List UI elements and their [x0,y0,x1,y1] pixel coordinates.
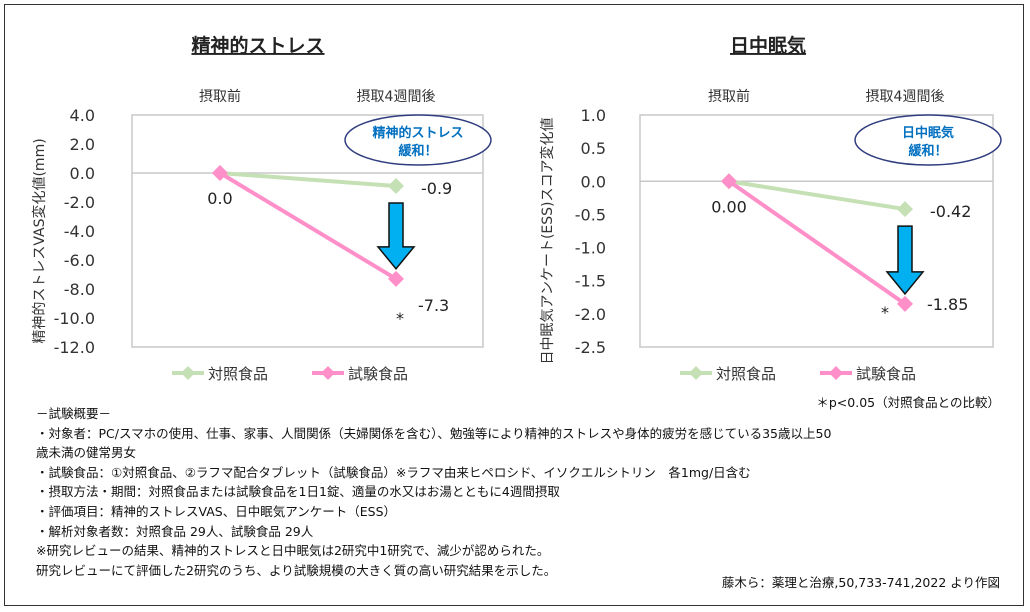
callout-text: 日中眠気 [902,125,954,141]
note-line: ・評価項目：精神的ストレスVAS、日中眠気アンケート（ESS） [36,503,397,519]
pvalue-note: ＊p<0.05（対照食品との比較） [816,395,1000,410]
data-label: -0.9 [421,179,452,198]
y-tick-label: -2.5 [575,338,606,357]
data-label: -1.85 [927,295,968,314]
y-tick-label: -0.5 [575,205,606,224]
x-category-label: 摂取4週間後 [866,89,945,105]
data-point-marker [897,201,913,218]
down-arrow-icon [885,225,925,296]
y-axis-label: 精神的ストレスVAS変化値(mm) [31,138,48,343]
y-tick-label: -1.0 [575,239,606,258]
study-notes: －試験概要－ ・対象者：PC/スマホの使用、仕事、家事、人間関係（夫婦関係を含む）… [36,404,831,580]
data-point-marker [212,165,228,181]
legend-label: 試験食品 [348,365,408,383]
data-point-marker [388,270,404,287]
y-tick-label: -10.0 [54,309,95,328]
plot-area [639,114,994,348]
significance-mark: * [881,303,889,322]
y-tick-label: -12.0 [54,338,95,357]
figure-frame [4,4,1024,606]
data-label: 0.0 [207,189,232,208]
significance-mark: * [396,309,404,328]
chart-title: 精神的ストレス [191,34,324,57]
y-axis-label: 日中眠気アンケート(ESS)スコア変化値 [539,118,556,365]
x-category-label: 摂取4週間後 [357,89,436,105]
legend-label: 試験食品 [856,365,916,383]
note-line: ・摂取方法・期間：対照食品または試験食品を1日1錠、適量の水又はお湯とともに4週… [36,484,560,500]
data-point-marker [897,295,913,312]
note-line: ・試験食品：①対照食品、②ラフマ配合タブレット（試験食品）※ラフマ由来ヒペロシド… [36,464,751,480]
note-line: ・対象者：PC/スマホの使用、仕事、家事、人間関係（夫婦関係を含む）、勉強等によ… [36,425,832,441]
y-tick-label: -6.0 [64,251,95,270]
legend-marker [181,366,195,380]
y-tick-label: 0.5 [581,139,606,158]
y-tick-label: -4.0 [64,222,95,241]
source-citation: 藤木ら：薬理と治療,50,733-741,2022 より作図 [721,575,1000,590]
y-tick-label: 2.0 [70,135,95,154]
y-tick-label: -1.5 [575,272,606,291]
x-category-label: 摂取前 [708,88,750,105]
series-line-test [727,179,907,306]
data-label: 0.00 [711,197,747,216]
data-label: -0.42 [930,202,971,221]
callout-ellipse [344,114,492,166]
y-tick-label: 1.0 [581,106,606,125]
legend-marker [689,366,703,380]
chart-title: 日中眠気 [730,34,806,57]
series-line-control [728,179,906,212]
callout-text: 緩和！ [908,143,947,159]
legend-label: 対照食品 [208,365,268,383]
legend-marker [321,366,335,380]
down-arrow-icon [376,202,416,271]
data-point-marker [388,178,404,195]
plot-area [131,114,484,348]
callout-ellipse [854,114,1002,166]
callout-text: 緩和！ [398,143,437,159]
series-line-control [219,171,397,189]
legend-label: 対照食品 [716,365,776,383]
y-tick-label: 0.0 [70,164,95,183]
note-line: －試験概要－ [36,406,112,421]
series-line-test [218,171,398,281]
data-label: -7.3 [418,296,449,315]
y-tick-label: 4.0 [70,106,95,125]
y-tick-label: -2.0 [575,305,606,324]
note-line: 研究レビューにて評価した2研究のうち、より試験規模の大きく質の高い研究結果を示し… [36,562,557,578]
data-point-marker [721,173,737,190]
legend-marker [829,366,843,380]
note-line: ※研究レビューの結果、精神的ストレスと日中眠気は2研究中1研究で、減少が認められ… [36,543,550,559]
callout-text: 精神的ストレス [372,125,463,141]
y-tick-label: -8.0 [64,280,95,299]
note-line: 歳未満の健常男女 [36,445,137,461]
x-category-label: 摂取前 [199,88,241,105]
y-tick-label: -2.0 [64,193,95,212]
note-line: ・解析対象者数：対照食品 29人、試験食品 29人 [36,523,314,539]
y-tick-label: 0.0 [581,172,606,191]
